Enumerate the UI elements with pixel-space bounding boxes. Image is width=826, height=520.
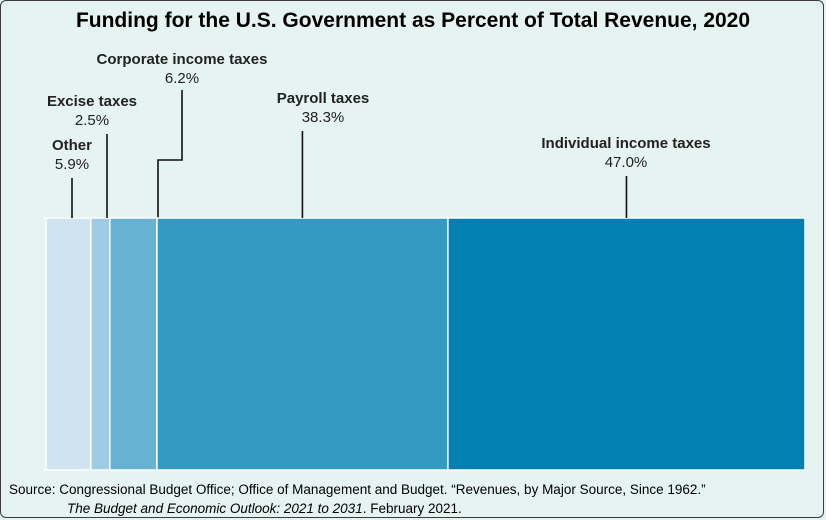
bar-segment-payroll-taxes bbox=[156, 217, 449, 471]
source-date: . February 2021. bbox=[362, 501, 462, 516]
value-label-excise-taxes: 2.5% bbox=[75, 112, 109, 129]
category-label-payroll-taxes: Payroll taxes bbox=[277, 90, 370, 107]
source-line-1: Source: Congressional Budget Office; Off… bbox=[9, 482, 706, 497]
source-publication-title: The Budget and Economic Outlook: 2021 to… bbox=[67, 501, 363, 516]
bar-segment-individual-income-taxes bbox=[447, 217, 806, 471]
category-label-corporate-income-taxes: Corporate income taxes bbox=[97, 51, 268, 68]
category-label-other: Other bbox=[52, 137, 92, 154]
category-label-individual-income-taxes: Individual income taxes bbox=[541, 135, 710, 152]
bar-segment-other bbox=[45, 217, 92, 471]
value-label-payroll-taxes: 38.3% bbox=[302, 109, 345, 126]
source-line-2: The Budget and Economic Outlook: 2021 to… bbox=[9, 499, 819, 518]
value-label-other: 5.9% bbox=[55, 156, 89, 173]
leader-line-corporate-income-taxes bbox=[157, 90, 183, 218]
category-label-excise-taxes: Excise taxes bbox=[47, 93, 137, 110]
value-label-individual-income-taxes: 47.0% bbox=[605, 154, 648, 171]
bar-segment-corporate-income-taxes bbox=[109, 217, 158, 471]
bar-segment-excise-taxes bbox=[90, 217, 111, 471]
chart-title: Funding for the U.S. Government as Perce… bbox=[75, 9, 751, 32]
source-note: Source: Congressional Budget Office; Off… bbox=[9, 480, 819, 518]
value-label-corporate-income-taxes: 6.2% bbox=[165, 70, 199, 87]
